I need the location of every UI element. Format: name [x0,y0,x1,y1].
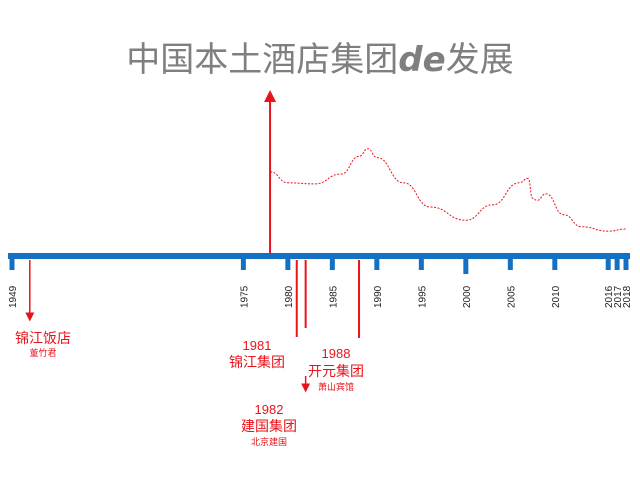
trend-curve [270,148,627,232]
milestone-name-kaiyuan-group: 开元集团 [308,363,364,380]
milestone-year-jinjiang-group: 1981 [243,338,272,353]
year-label-1990: 1990 [373,285,384,308]
tick-1985 [329,257,335,270]
title-de: de [398,40,446,80]
tick-1975 [240,257,246,270]
year-label-1985: 1985 [328,285,339,308]
tick-2017 [614,257,620,270]
year-label-1949: 1949 [8,285,19,308]
year-label-1975: 1975 [239,285,250,308]
milestone-name-jinjiang-hotel: 锦江饭店 [15,330,71,347]
year-label-2010: 2010 [551,285,562,308]
page-title: 中国本土酒店集团de发展 [0,32,640,81]
milestone-year-kaiyuan-group: 1988 [322,346,351,361]
year-label-2005: 2005 [506,285,517,308]
tick-2005 [507,257,513,270]
tick-2018 [623,257,629,270]
tick-1980 [285,257,291,270]
milestone-year-jianguo-group: 1982 [255,402,284,417]
year-label-2000: 2000 [462,285,473,308]
title-main: 中国本土酒店集团 [126,40,399,80]
timeline-axis [8,253,630,259]
tick-2016 [605,257,611,270]
tick-2010 [552,257,558,270]
year-label-2017: 2017 [613,285,624,308]
year-label-2016: 2016 [604,285,615,308]
tick-1990 [374,257,380,270]
title-tail: 发展 [445,40,514,80]
milestone-name-jianguo-group: 建国集团 [241,418,297,435]
milestone-name-jinjiang-group: 锦江集团 [229,354,285,371]
milestone-sub-jianguo-group: 北京建国 [251,436,287,448]
year-label-1995: 1995 [417,285,428,308]
tick-2000 [463,257,469,274]
milestone-sub-kaiyuan-group: 萧山宾馆 [318,381,354,393]
year-label-1980: 1980 [284,285,295,308]
milestone-sub-jinjiang-hotel: 董竹君 [29,347,56,359]
tick-1949 [9,257,15,270]
year-label-2018: 2018 [622,285,633,308]
tick-1995 [418,257,424,270]
